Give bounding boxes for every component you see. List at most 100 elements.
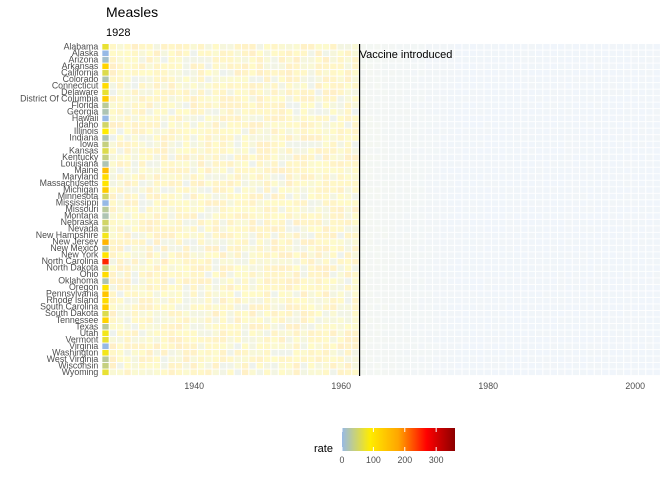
heatmap-tile	[293, 70, 300, 76]
heatmap-tile	[455, 109, 462, 115]
heatmap-tile	[565, 206, 572, 213]
heatmap-tile	[315, 174, 322, 180]
heatmap-tile	[366, 122, 374, 128]
heatmap-tile	[315, 271, 322, 278]
heatmap-tile	[602, 258, 609, 265]
heatmap-tile	[631, 96, 638, 102]
heatmap-tile	[521, 122, 528, 128]
heatmap-tile	[462, 213, 469, 219]
state-label: Kentucky	[62, 152, 99, 162]
heatmap-tile	[271, 148, 278, 154]
heatmap-tile	[271, 232, 278, 239]
heatmap-tile	[543, 89, 550, 96]
heatmap-tile	[256, 200, 264, 206]
heatmap-tile	[109, 167, 117, 174]
heatmap-tile	[139, 323, 146, 330]
state-label: North Carolina	[42, 256, 99, 266]
heatmap-tile	[396, 57, 403, 63]
heatmap-tile	[594, 174, 602, 180]
heatmap-tile	[521, 265, 528, 271]
heatmap-tile	[638, 369, 646, 376]
heatmap-tile	[212, 330, 219, 337]
heatmap-tile	[558, 343, 565, 350]
heatmap-tile	[403, 115, 411, 122]
heatmap-tile	[366, 213, 374, 219]
heatmap-tile	[175, 200, 183, 206]
heatmap-tile	[153, 50, 161, 57]
heatmap-tile	[484, 362, 491, 369]
heatmap-tile	[381, 128, 388, 135]
heatmap-tile	[491, 323, 499, 330]
heatmap-tile	[300, 63, 308, 70]
heatmap-tile	[190, 317, 197, 324]
heatmap-tile	[256, 115, 264, 122]
heatmap-tile	[572, 187, 580, 193]
heatmap-tile	[249, 232, 256, 239]
heatmap-tile	[388, 323, 396, 330]
heatmap-tile	[374, 245, 381, 252]
heatmap-tile	[528, 167, 535, 174]
heatmap-tile	[308, 135, 315, 141]
heatmap-tile	[241, 135, 249, 141]
heatmap-tile	[477, 304, 484, 310]
heatmap-tile	[631, 76, 638, 83]
heatmap-tile	[491, 148, 499, 154]
heatmap-tile	[109, 115, 117, 122]
heatmap-tile	[594, 297, 602, 304]
heatmap-tile	[352, 343, 359, 350]
heatmap-tile	[234, 265, 241, 271]
heatmap-tile	[440, 369, 447, 376]
heatmap-tile	[638, 122, 646, 128]
state-label: Washington	[52, 347, 98, 357]
heatmap-tile	[550, 63, 558, 70]
heatmap-tile	[411, 161, 418, 167]
heatmap-tile	[183, 141, 190, 148]
heatmap-tile	[425, 161, 433, 167]
heatmap-tile	[631, 304, 638, 310]
heatmap-tile	[631, 219, 638, 226]
heatmap-tile	[631, 245, 638, 252]
heatmap-tile	[293, 349, 300, 356]
heatmap-tile	[447, 252, 455, 258]
heatmap-tile	[175, 349, 183, 356]
heatmap-tile	[322, 83, 330, 89]
heatmap-tile	[278, 200, 286, 206]
heatmap-tile	[587, 109, 594, 115]
heatmap-tile	[337, 167, 344, 174]
heatmap-tile	[205, 154, 212, 161]
heatmap-tile	[344, 284, 352, 291]
heatmap-tile	[212, 180, 219, 187]
heatmap-tile	[455, 154, 462, 161]
heatmap-tile	[440, 317, 447, 324]
heatmap-tile	[234, 317, 241, 324]
heatmap-tile	[219, 89, 227, 96]
heatmap-tile	[572, 219, 580, 226]
heatmap-tile	[469, 284, 477, 291]
heatmap-tile	[543, 278, 550, 284]
heatmap-tile	[506, 148, 513, 154]
heatmap-tile	[499, 83, 506, 89]
heatmap-tile	[491, 50, 499, 57]
heatmap-tile	[131, 336, 139, 343]
heatmap-tile	[550, 258, 558, 265]
heatmap-tile	[491, 89, 499, 96]
heatmap-tile	[469, 167, 477, 174]
heatmap-tile	[205, 284, 212, 291]
heatmap-tile	[264, 141, 271, 148]
heatmap-tile	[183, 323, 190, 330]
heatmap-tile	[249, 323, 256, 330]
heatmap-tile	[300, 213, 308, 219]
heatmap-tile	[227, 161, 234, 167]
heatmap-tile	[411, 70, 418, 76]
heatmap-tile	[359, 89, 366, 96]
heatmap-tile	[168, 245, 175, 252]
heatmap-tile	[212, 343, 219, 350]
heatmap-tile	[594, 128, 602, 135]
heatmap-tile	[374, 193, 381, 200]
heatmap-tile	[168, 284, 175, 291]
heatmap-tile	[425, 271, 433, 278]
heatmap-tile	[117, 109, 124, 115]
heatmap-tile	[455, 44, 462, 50]
state-label: Tennessee	[56, 315, 99, 325]
heatmap-tile	[352, 284, 359, 291]
